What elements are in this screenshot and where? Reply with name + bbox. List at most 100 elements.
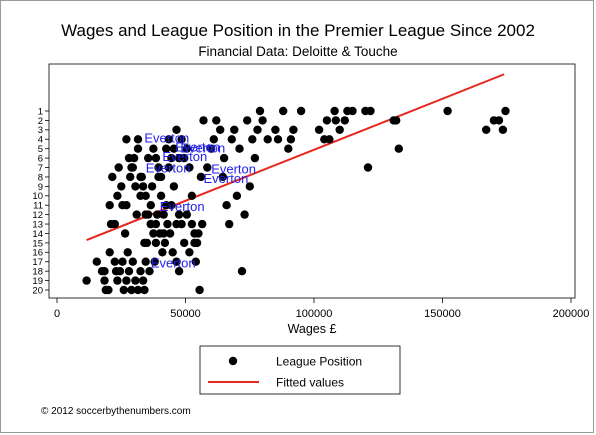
data-point <box>296 106 306 116</box>
everton-label: Everton <box>175 140 220 155</box>
x-axis-label: Wages £ <box>288 322 337 336</box>
data-point <box>136 267 145 276</box>
data-point <box>198 219 207 229</box>
data-point <box>172 219 181 229</box>
data-point <box>141 257 150 266</box>
everton-label: Everton <box>144 130 189 145</box>
data-point <box>163 219 172 229</box>
data-point <box>124 267 134 276</box>
data-point <box>146 219 155 229</box>
data-point <box>164 163 173 172</box>
legend-box <box>199 345 401 395</box>
y-tick-label: 9 <box>38 182 43 193</box>
data-point <box>118 257 127 266</box>
data-point <box>110 219 120 229</box>
data-point <box>162 201 171 210</box>
data-point <box>322 116 332 125</box>
data-point <box>182 210 191 219</box>
everton-label: Everton <box>180 141 225 156</box>
data-point <box>132 210 141 219</box>
everton-label: Everton <box>146 161 191 176</box>
data-point <box>232 191 242 200</box>
data-point <box>110 257 120 266</box>
data-point <box>138 276 148 285</box>
y-tick-label: 16 <box>32 248 43 259</box>
data-point <box>218 172 227 182</box>
data-point <box>104 285 113 295</box>
data-point <box>273 135 283 144</box>
y-tick-label: 14 <box>32 229 43 240</box>
data-point <box>140 238 149 248</box>
y-tick-label: 11 <box>33 201 43 212</box>
data-point <box>174 210 184 219</box>
data-point <box>443 106 452 116</box>
data-point <box>169 182 179 191</box>
data-point <box>279 106 288 116</box>
data-point <box>237 267 247 276</box>
data-point <box>243 116 252 125</box>
data-point <box>145 267 154 276</box>
data-point <box>150 257 159 266</box>
data-point <box>191 257 200 266</box>
data-point <box>314 125 324 134</box>
x-axis: 0 50000 100000 150000 200000 <box>54 298 589 320</box>
data-point <box>194 229 203 238</box>
x-tick-label: 0 <box>54 308 60 320</box>
y-tick-label: 7 <box>38 163 43 174</box>
data-point <box>250 153 260 163</box>
data-point <box>203 163 212 172</box>
data-point <box>340 116 349 125</box>
data-point <box>156 191 166 200</box>
data-point <box>263 135 272 144</box>
data-point <box>501 106 510 116</box>
data-point <box>141 191 150 200</box>
data-point <box>105 248 114 257</box>
data-point <box>482 125 491 134</box>
data-point <box>122 135 131 144</box>
data-point <box>177 135 186 144</box>
data-point <box>185 163 194 172</box>
data-point <box>245 182 254 191</box>
data-point <box>140 285 149 295</box>
data-point <box>119 285 128 295</box>
data-point <box>129 153 139 163</box>
x-tick-label: 200000 <box>553 308 590 320</box>
y-tick-label: 18 <box>32 267 43 278</box>
data-point <box>330 106 339 116</box>
data-point <box>144 153 153 163</box>
y-tick-label: 20 <box>32 285 43 296</box>
data-point <box>105 201 114 210</box>
data-point <box>235 144 244 153</box>
copyright-text: © 2012 soccerbythenumbers.com <box>41 406 191 417</box>
data-point <box>207 144 216 153</box>
data-point <box>133 144 143 153</box>
legend-label-fitted-values: Fitted values <box>276 376 344 390</box>
data-point <box>289 125 298 134</box>
y-tick-label: 12 <box>32 210 43 221</box>
data-point <box>122 276 131 285</box>
data-point <box>162 144 171 153</box>
data-point <box>113 276 122 285</box>
data-point <box>219 153 229 163</box>
data-point <box>199 116 208 125</box>
data-point <box>172 125 181 134</box>
legend-marker-dot <box>228 356 238 366</box>
x-tick-label: 100000 <box>296 308 333 320</box>
chart-subtitle: Financial Data: Deloitte & Touche <box>198 44 397 59</box>
data-point <box>196 172 206 182</box>
data-point <box>180 153 189 163</box>
data-point <box>92 257 102 266</box>
data-point <box>182 144 191 153</box>
data-point <box>168 248 177 257</box>
data-point <box>185 248 194 257</box>
legend-label-league-position: League Position <box>276 355 362 369</box>
data-point <box>133 285 143 295</box>
data-point <box>156 172 166 182</box>
data-point <box>212 116 221 125</box>
y-tick-label: 8 <box>38 172 43 183</box>
data-point <box>335 125 344 134</box>
data-point <box>392 116 401 125</box>
data-point <box>209 135 218 144</box>
data-point <box>253 125 262 134</box>
